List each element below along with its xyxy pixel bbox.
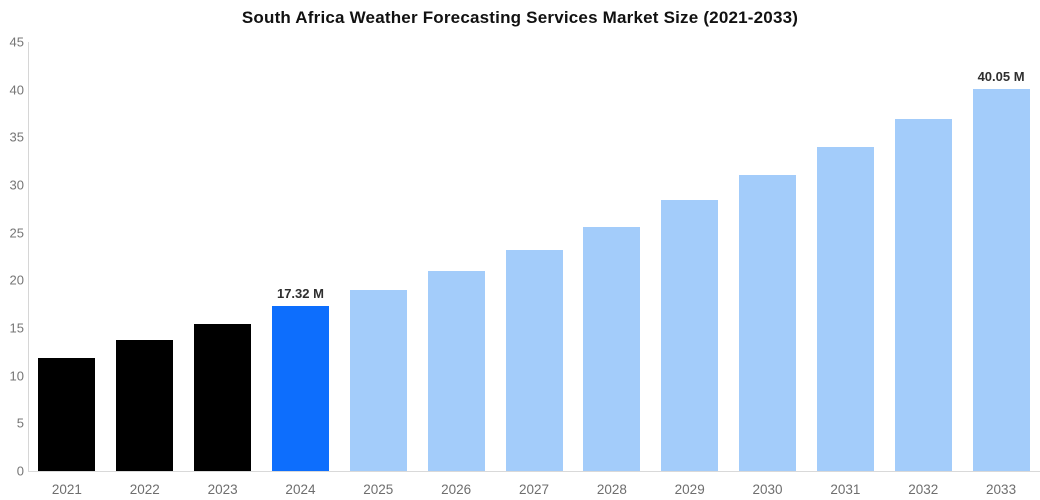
y-tick-label-25: 25: [9, 225, 24, 241]
bar-2021[interactable]: [38, 357, 96, 471]
bar-2032[interactable]: [894, 119, 952, 471]
chart-title: South Africa Weather Forecasting Service…: [241, 8, 799, 27]
y-tick-label-5: 5: [16, 415, 24, 431]
bar-2026[interactable]: [427, 270, 485, 471]
bar-2023[interactable]: [194, 324, 252, 471]
x-tick-label-2026: 2026: [441, 482, 472, 497]
x-tick-label-2031: 2031: [830, 482, 861, 497]
x-axis-line: [28, 471, 1040, 472]
y-tick-label-45: 45: [9, 34, 24, 50]
y-tick-label-0: 0: [16, 463, 24, 479]
y-tick-label-40: 40: [9, 82, 24, 98]
data-label-2024: 17.32 M: [276, 285, 324, 301]
x-tick-label-2025: 2025: [363, 482, 394, 497]
bar-2031[interactable]: [816, 146, 874, 471]
x-tick-label-2033: 2033: [986, 482, 1017, 497]
y-tick-label-20: 20: [9, 272, 24, 288]
bar-2029[interactable]: [661, 200, 719, 471]
x-tick-label-2032: 2032: [908, 482, 939, 497]
x-tick-label-2030: 2030: [752, 482, 783, 497]
x-tick-label-2027: 2027: [518, 482, 550, 497]
x-tick-label-2029: 2029: [674, 482, 705, 497]
x-tick-label-2023: 2023: [207, 482, 238, 497]
x-tick-label-2024: 2024: [285, 482, 316, 497]
bar-2028[interactable]: [583, 226, 641, 471]
y-tick-label-10: 10: [9, 368, 24, 384]
y-tick-label-35: 35: [9, 129, 24, 145]
x-tick-label-2028: 2028: [596, 482, 627, 497]
data-label-2033: 40.05 M: [977, 69, 1025, 85]
y-tick-label-30: 30: [9, 177, 24, 193]
bar-2024[interactable]: [271, 305, 329, 471]
x-tick-label-2022: 2022: [129, 482, 160, 497]
bar-2027[interactable]: [505, 249, 563, 471]
bar-2025[interactable]: [349, 289, 407, 471]
y-axis-line: [28, 42, 29, 471]
bar-2030[interactable]: [739, 174, 797, 471]
bar-2033[interactable]: [972, 89, 1030, 471]
x-tick-label-2021: 2021: [51, 482, 82, 497]
bar-2022[interactable]: [116, 340, 174, 471]
y-tick-label-15: 15: [9, 320, 24, 336]
